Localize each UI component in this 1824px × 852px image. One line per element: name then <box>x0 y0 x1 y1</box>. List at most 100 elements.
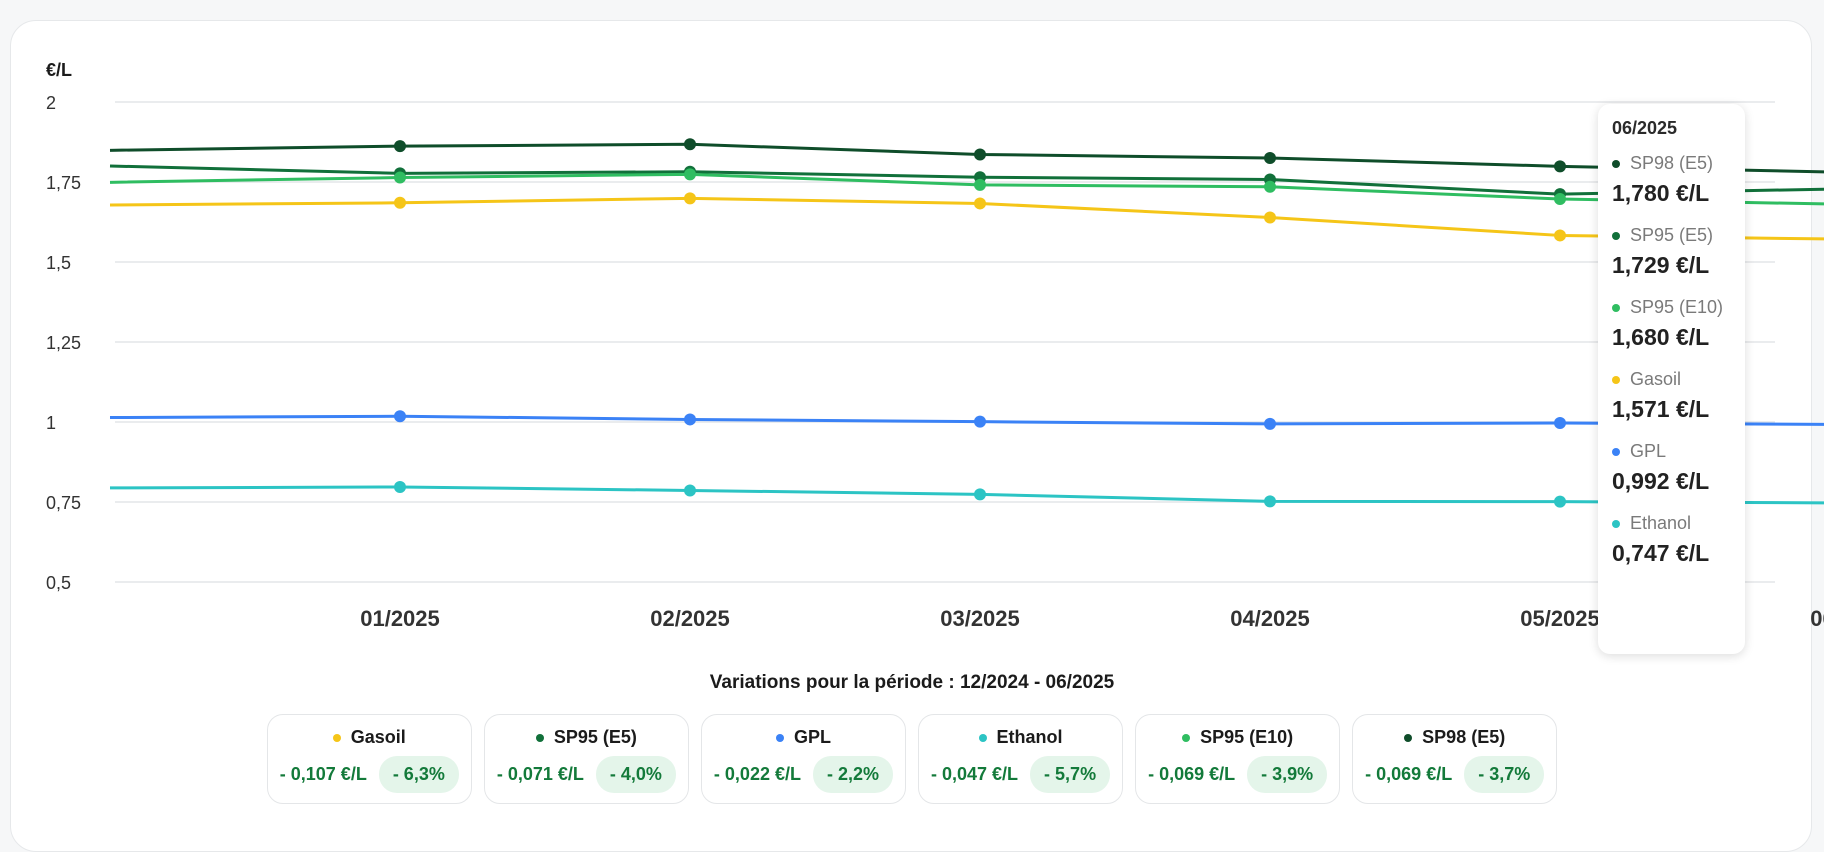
variation-card-title: SP95 (E5) <box>497 727 676 748</box>
variation-card-name: Gasoil <box>350 727 406 747</box>
legend-dot-icon <box>1612 375 1620 384</box>
variation-card-values: - 0,071 €/L - 4,0% <box>497 756 676 793</box>
variation-absolute: - 0,069 €/L <box>1148 764 1236 784</box>
data-point[interactable] <box>1264 180 1276 193</box>
data-point[interactable] <box>684 192 696 205</box>
series-line <box>109 485 1824 505</box>
tooltip-item: SP95 (E5) 1,729 €/L <box>1612 225 1731 279</box>
variation-card-name: SP95 (E10) <box>1200 727 1294 747</box>
data-point[interactable] <box>1264 152 1276 164</box>
y-axis-unit: €/L <box>46 60 72 80</box>
variation-card-values: - 0,107 €/L - 6,3% <box>280 756 459 793</box>
variations-title: Variations pour la période : 12/2024 - 0… <box>709 672 1115 693</box>
variation-card: Ethanol - 0,047 €/L - 5,7% <box>918 714 1124 804</box>
chart-tooltip: 06/2025 SP98 (E5) 1,780 €/L SP95 (E5) 1,729… <box>1598 104 1745 654</box>
tooltip-item-value: 0,747 €/L <box>1612 540 1710 566</box>
legend-dot-icon <box>332 733 341 742</box>
tooltip-item-value: 1,780 €/L <box>1612 180 1710 206</box>
series-line <box>109 196 1824 241</box>
y-tick-label: 0,5 <box>46 573 71 593</box>
variation-card-name: Ethanol <box>996 727 1063 747</box>
series-line <box>109 172 1824 206</box>
tooltip-item-name: Ethanol <box>1612 513 1731 534</box>
variation-card-title: Gasoil <box>280 727 459 748</box>
y-tick-label: 0,75 <box>46 493 81 513</box>
y-tick-label: 1,75 <box>46 173 81 193</box>
tooltip-item: Ethanol 0,747 €/L <box>1612 513 1731 567</box>
variation-absolute: - 0,071 €/L <box>496 764 584 784</box>
data-point[interactable] <box>684 138 696 151</box>
data-point[interactable] <box>394 196 406 209</box>
data-point[interactable] <box>394 410 406 423</box>
x-tick-label: 05/2025 <box>1520 606 1600 631</box>
variation-card-title: SP98 (E5) <box>1365 727 1544 748</box>
x-tick-label: 04/2025 <box>1230 606 1310 631</box>
data-point[interactable] <box>974 178 986 191</box>
chart-grid <box>115 101 1775 583</box>
data-point[interactable] <box>684 168 696 181</box>
data-point[interactable] <box>394 140 406 153</box>
fuel-price-card <box>10 20 1812 852</box>
y-tick-label: 1 <box>46 413 56 433</box>
y-tick-label: 1,5 <box>46 253 71 273</box>
tooltip-item-name: GPL <box>1612 441 1731 462</box>
variation-card-name: SP98 (E5) <box>1422 727 1506 747</box>
legend-dot-icon <box>1182 733 1191 742</box>
tooltip-item-name: SP95 (E10) <box>1612 297 1731 318</box>
data-point[interactable] <box>1554 416 1566 429</box>
series-line <box>109 414 1824 426</box>
tooltip-item: SP95 (E10) 1,680 €/L <box>1612 297 1731 351</box>
data-point[interactable] <box>974 488 986 501</box>
tooltip-item-value: 1,680 €/L <box>1612 324 1710 350</box>
variation-card: SP95 (E5) - 0,071 €/L - 4,0% <box>483 714 689 804</box>
series-line <box>109 164 1824 196</box>
tooltip-item-label: SP98 (E5) <box>1630 153 1714 173</box>
series-line <box>109 142 1824 174</box>
variation-absolute: - 0,047 €/L <box>931 764 1019 784</box>
variation-percent-badge: - 5,7% <box>1030 756 1111 793</box>
tooltip-period: 06/2025 <box>1612 118 1678 138</box>
legend-dot-icon <box>1612 447 1620 456</box>
y-tick-label: 2 <box>46 93 56 113</box>
data-point[interactable] <box>1554 160 1566 173</box>
tooltip-item-name: Gasoil <box>1612 369 1731 390</box>
data-point[interactable] <box>1264 495 1276 508</box>
data-point[interactable] <box>1554 192 1566 205</box>
tooltip-items: SP98 (E5) 1,780 €/L SP95 (E5) 1,729 €/L SP95… <box>1612 153 1731 567</box>
chart-series-lines <box>109 142 1824 505</box>
variation-percent-badge: - 3,7% <box>1464 756 1545 793</box>
data-point[interactable] <box>684 413 696 426</box>
variation-percent-badge: - 3,9% <box>1247 756 1328 793</box>
data-point[interactable] <box>1554 229 1566 242</box>
legend-dot-icon <box>1612 303 1620 312</box>
data-point[interactable] <box>394 171 406 184</box>
x-tick-label: 01/2025 <box>360 606 440 631</box>
variation-card: Gasoil - 0,107 €/L - 6,3% <box>266 714 472 804</box>
data-point[interactable] <box>394 480 406 493</box>
data-point[interactable] <box>684 484 696 497</box>
chart-series-points[interactable] <box>394 138 1824 516</box>
tooltip-item: Gasoil 1,571 €/L <box>1612 369 1731 423</box>
data-point[interactable] <box>974 148 986 161</box>
tooltip-item-value: 0,992 €/L <box>1612 468 1710 494</box>
variation-percent-badge: - 6,3% <box>378 756 459 793</box>
variation-card-values: - 0,069 €/L - 3,9% <box>1148 756 1328 793</box>
variation-card: GPL - 0,022 €/L - 2,2% <box>700 714 906 804</box>
data-point[interactable] <box>974 197 986 210</box>
y-axis-ticks: 2 1,75 1,5 1,25 1 0,75 0,5 <box>46 93 81 593</box>
variation-card-title: SP95 (E10) <box>1148 727 1327 748</box>
variation-card-values: - 0,069 €/L - 3,7% <box>1365 756 1545 793</box>
legend-dot-icon <box>978 733 987 742</box>
data-point[interactable] <box>974 415 986 428</box>
x-tick-label: 06/2025 <box>1810 606 1824 631</box>
data-point[interactable] <box>1554 495 1566 508</box>
x-tick-label: 02/2025 <box>650 606 730 631</box>
tooltip-item-label: SP95 (E10) <box>1630 297 1724 317</box>
data-point[interactable] <box>1264 417 1276 430</box>
tooltip-item-value: 1,729 €/L <box>1612 252 1710 278</box>
legend-dot-icon <box>1612 231 1620 240</box>
variation-card: SP98 (E5) - 0,069 €/L - 3,7% <box>1352 714 1558 804</box>
data-point[interactable] <box>1264 211 1276 224</box>
legend-dot-icon <box>1612 519 1620 528</box>
